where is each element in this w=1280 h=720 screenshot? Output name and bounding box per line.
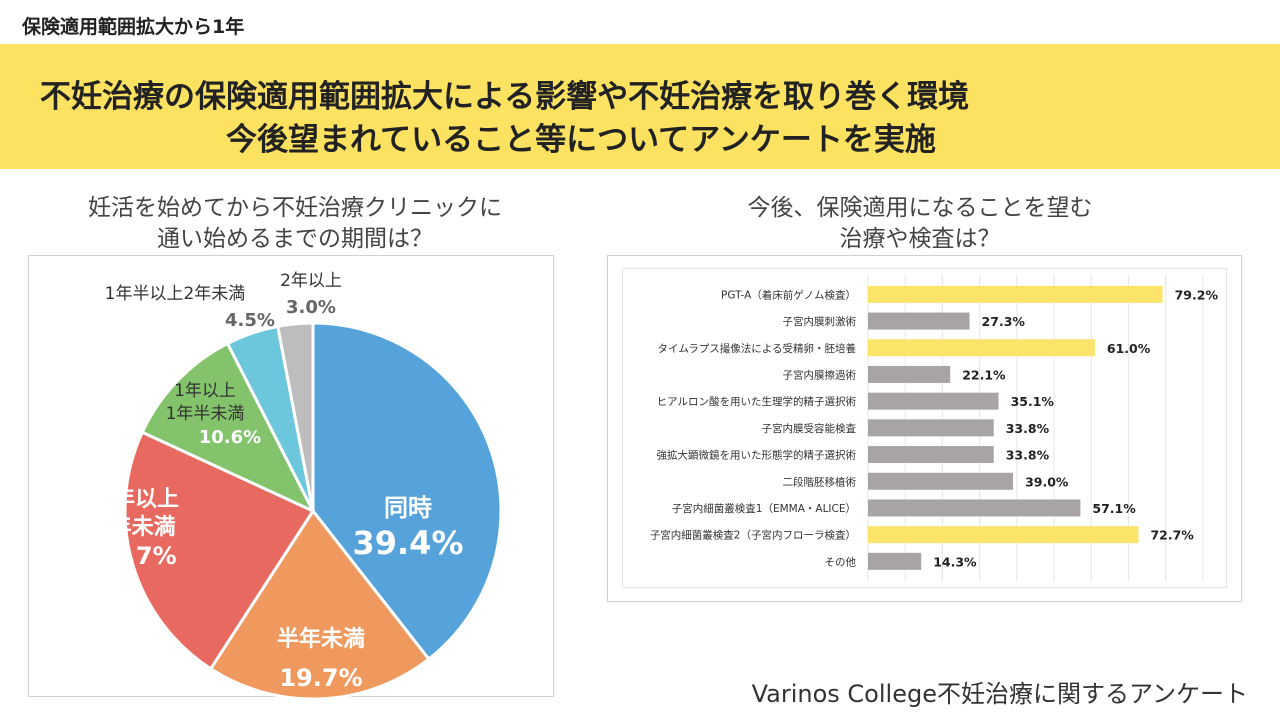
banner-title-line1: 不妊治療の保険適用範囲拡大による影響や不妊治療を取り巻く環境: [40, 79, 970, 115]
pie-chart-title: 妊活を始めてから不妊治療クリニックに 通い始めるまでの期間は？: [30, 193, 560, 255]
pie-slice-label: 1年未満: [94, 514, 175, 540]
bar-category-label: 子宮内膜擦過術: [783, 368, 857, 381]
pie-slice: [311, 321, 503, 662]
bar-value-label: 14.3%: [933, 554, 977, 569]
bar-category-label: 子宮内膜刺激術: [783, 315, 857, 328]
bar-value-label: 22.1%: [962, 367, 1006, 382]
source-note: Varinos College不妊治療に関するアンケート: [751, 680, 1248, 708]
bar: [868, 499, 1081, 517]
bar-category-label: 子宮内細菌叢検査2（子宮内フローラ検査）: [650, 529, 856, 542]
bar-value-label: 33.8%: [1006, 448, 1050, 463]
pie-slice-value: 4.5%: [225, 310, 275, 331]
pie-slice: [123, 430, 316, 671]
bar-chart-panel: PGT-A（着床前ゲノム検査） 79.2% 子宮内膜刺激術 27.3% タイムラプス撮像…: [607, 255, 1242, 602]
bar: [868, 419, 994, 437]
pie-title-line: 通い始めるまでの期間は？: [157, 226, 433, 252]
pie-slice-value: 3.0%: [286, 297, 336, 318]
bar: [868, 526, 1139, 544]
bar: [868, 552, 922, 570]
bar-category-label: 二段階胚移植術: [783, 475, 857, 488]
bar-category-label: 強拡大顕微鏡を用いた形態学的精子選択術: [657, 449, 857, 462]
pie-slice-label: 1年半未満: [166, 404, 245, 424]
bar: [868, 472, 1014, 490]
bar-category-label: タイムラプス撮像法による受精卵・胚培養: [658, 342, 857, 355]
banner-title-line2: 今後望まれていること等についてアンケートを実施: [226, 122, 936, 158]
bar-title-line: 治療や検査は？: [839, 226, 1001, 252]
bar-value-label: 79.2%: [1175, 287, 1219, 302]
bar-value-label: 27.3%: [982, 314, 1026, 329]
pie-slice-value: 10.6%: [199, 427, 261, 448]
bar-value-label: 39.0%: [1025, 474, 1069, 489]
pie-slice-value: 39.4%: [352, 524, 463, 562]
bar-value-label: 35.1%: [1011, 394, 1055, 409]
bar-value-label: 57.1%: [1092, 501, 1136, 516]
title-banner: 不妊治療の保険適用範囲拡大による影響や不妊治療を取り巻く環境 今後望まれているこ…: [0, 44, 1280, 169]
bar-title-line: 今後、保険適用になることを望む: [747, 195, 1093, 221]
bar-value-label: 33.8%: [1006, 421, 1050, 436]
bar-value-label: 72.7%: [1150, 528, 1194, 543]
pie-slice-label: 1年半以上2年未満: [105, 284, 246, 304]
pie-slice-label: 同時: [384, 494, 432, 522]
pie-slice-value: 22.7%: [93, 542, 176, 570]
pie-slice: [140, 341, 317, 515]
pie-slice-label: 半年以上: [91, 486, 179, 512]
section-tag: 保険適用範囲拡大から1年: [22, 16, 245, 38]
bar-category-label: 子宮内膜受容能検査: [762, 422, 857, 435]
bar-chart: PGT-A（着床前ゲノム検査） 79.2% 子宮内膜刺激術 27.3% タイムラプス撮像…: [650, 275, 1219, 581]
pie-chart-panel: 同時 39.4% 半年未満 19.7% 半年以上 1年未満 22.7% 1年以上 1年半未満 10…: [28, 255, 554, 698]
bar-category-label: その他: [825, 555, 857, 568]
pie-slice-label: 半年未満: [277, 626, 365, 652]
bar: [868, 285, 1163, 303]
bar-chart-plot-frame: PGT-A（着床前ゲノム検査） 79.2% 子宮内膜刺激術 27.3% タイムラプス撮像…: [622, 268, 1227, 588]
bar: [868, 312, 970, 330]
bar-value-label: 61.0%: [1107, 341, 1151, 356]
bar-chart-title: 今後、保険適用になることを望む 治療や検査は？: [640, 193, 1200, 255]
bar: [868, 339, 1095, 357]
pie-slice-label: 1年以上: [174, 381, 236, 401]
bar-category-label: ヒアルロン酸を用いた生理学的精子選択術: [657, 395, 857, 408]
bar: [868, 392, 999, 410]
bar: [868, 446, 994, 464]
pie-slice-label: 2年以上: [280, 271, 342, 291]
bar-category-label: 子宮内細菌叢検査1（EMMA・ALICE）: [672, 502, 856, 515]
bar: [868, 365, 951, 383]
bar-category-label: PGT-A（着床前ゲノム検査）: [721, 288, 856, 301]
pie-slice: [208, 508, 431, 698]
pie-slice: [275, 321, 315, 512]
pie-title-line: 妊活を始めてから不妊治療クリニックに: [88, 195, 502, 221]
pie-slice-value: 19.7%: [279, 664, 362, 692]
